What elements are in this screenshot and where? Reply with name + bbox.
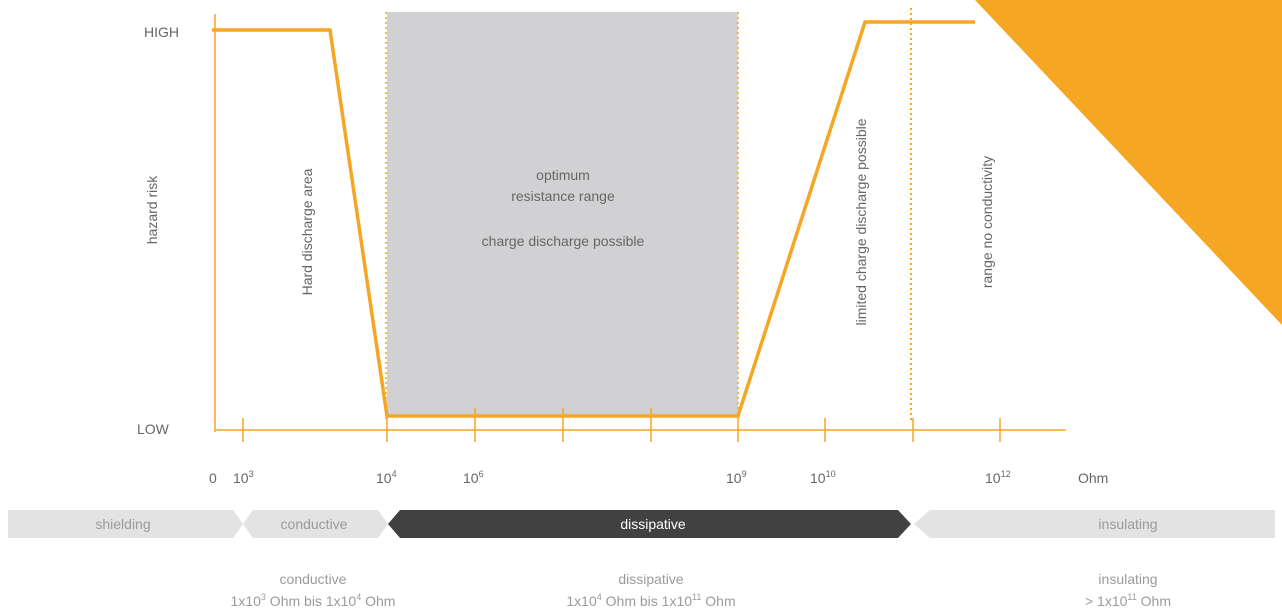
- tick-label-1e10: 1010: [810, 469, 836, 486]
- x-axis-tick-labels: 0 103 104 106 109 1010 1012 Ohm: [209, 469, 1108, 486]
- corner-decoration: [975, 0, 1282, 325]
- y-axis-label: hazard risk: [144, 175, 160, 244]
- legend-title: dissipative: [618, 571, 684, 587]
- legend-dissipative: dissipative 1x104 Ohm bis 1x1011 Ohm: [566, 571, 735, 609]
- legend-insulating: insulating > 1x1011 Ohm: [1085, 571, 1171, 609]
- low-label: LOW: [137, 421, 170, 437]
- hard-discharge-label: Hard discharge area: [299, 168, 315, 295]
- legend-title: insulating: [1098, 571, 1157, 587]
- legend-range: > 1x1011 Ohm: [1085, 592, 1171, 609]
- optimum-label-line2: resistance range: [511, 188, 615, 204]
- band-dissipative: [388, 510, 911, 538]
- limited-discharge-label: limited charge discharge possible: [853, 118, 869, 325]
- tick-label-1e9: 109: [726, 469, 747, 486]
- optimum-range-box: [387, 12, 738, 417]
- high-label: HIGH: [144, 24, 179, 40]
- band-label-conductive: conductive: [281, 516, 348, 532]
- legend-conductive: conductive 1x103 Ohm bis 1x104 Ohm: [231, 571, 396, 609]
- band-insulating: [914, 510, 1275, 538]
- hazard-curve: [212, 20, 975, 418]
- optimum-label-line3: charge discharge possible: [482, 233, 645, 249]
- tick-label-1e6: 106: [463, 469, 484, 486]
- x-axis-ticks: [242, 408, 1001, 442]
- legend-title: conductive: [280, 571, 347, 587]
- tick-label-1e4: 104: [376, 469, 397, 486]
- legend-range: 1x103 Ohm bis 1x104 Ohm: [231, 592, 396, 609]
- optimum-label-line1: optimum: [536, 167, 590, 183]
- band-label-dissipative: dissipative: [620, 516, 686, 532]
- band-conductive: [243, 510, 388, 538]
- tick-label-1e12: 1012: [985, 469, 1011, 486]
- legend-range: 1x104 Ohm bis 1x1011 Ohm: [566, 592, 735, 609]
- band-label-insulating: insulating: [1098, 516, 1157, 532]
- band-label-shielding: shielding: [95, 516, 150, 532]
- band-shielding: [8, 510, 243, 538]
- tick-label-0: 0: [209, 470, 217, 486]
- tick-label-1e3: 103: [233, 469, 254, 486]
- unit-label: Ohm: [1078, 470, 1108, 486]
- no-conductivity-label: range no conductivity: [979, 156, 995, 288]
